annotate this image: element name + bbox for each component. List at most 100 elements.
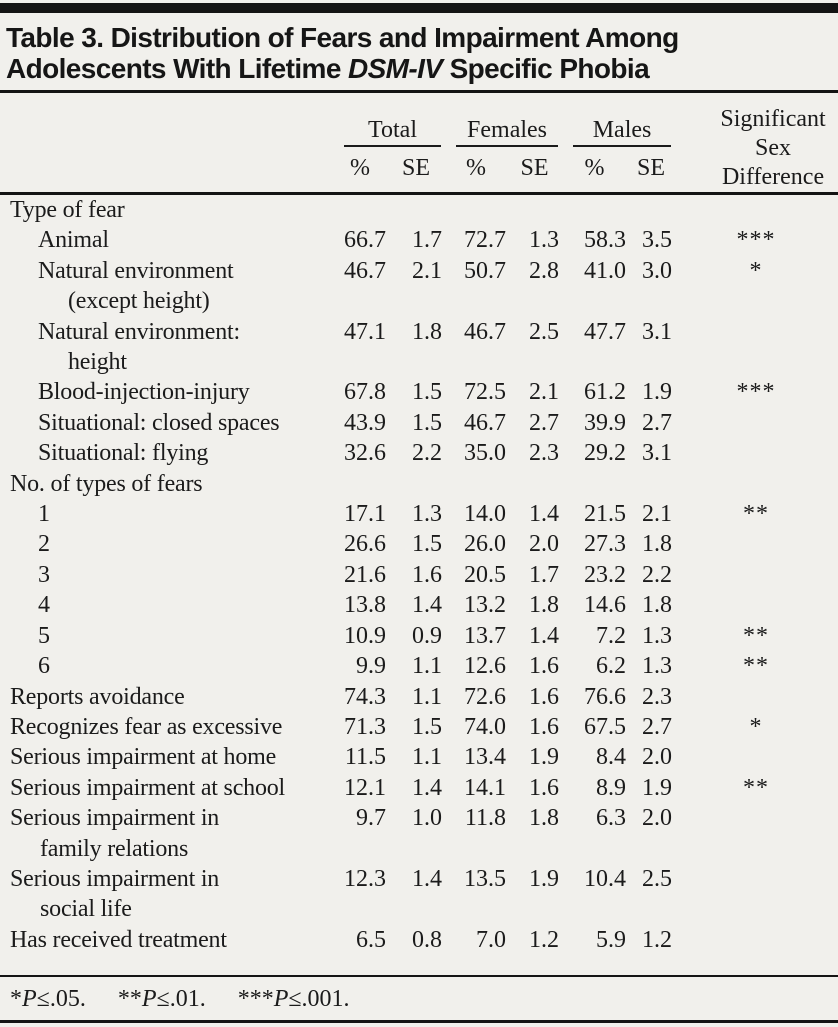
- cell-value: 43.9: [344, 409, 386, 436]
- cell-value: 13.2: [464, 592, 507, 619]
- cell-value: 1.8: [642, 592, 673, 619]
- cell-value: 35.0: [464, 440, 507, 467]
- cell-value: 1.3: [642, 653, 673, 680]
- row-label-line1: Has received treatment: [10, 926, 227, 953]
- row-label-line1: 6: [38, 653, 50, 680]
- cell-significance: ***: [736, 227, 776, 254]
- row-label: Serious impairment at school: [0, 773, 332, 803]
- cell-value: 2.7: [642, 713, 673, 740]
- cell-value: 1.6: [529, 653, 560, 680]
- cell-value: 2.2: [412, 440, 443, 467]
- cell-value: [561, 194, 628, 226]
- cell-significance: **: [743, 774, 770, 801]
- cell-value: [444, 194, 508, 226]
- subcol-se-females: SE: [508, 147, 562, 195]
- footnote-seg2-rest: ≤.01.: [156, 986, 206, 1013]
- cell-value: 74.0: [464, 713, 507, 740]
- table-row: Serious impairment at home 11.5 1.1 13.4 1.9…: [0, 742, 838, 772]
- row-label: Recognizes fear as excessive: [0, 712, 332, 742]
- cell-value: [444, 469, 508, 499]
- table-row: Blood-injection-injury 67.8 1.5 72.5 2.1 61.2…: [0, 377, 838, 407]
- cell-value: 1.4: [529, 501, 560, 528]
- cell-value: 26.6: [344, 531, 386, 558]
- cell-value: 1.8: [412, 318, 443, 345]
- table-footnote: *P≤.05. **P≤.01. ***P≤.001.: [0, 975, 838, 1024]
- cell-significance: [674, 317, 838, 378]
- cell-value: 1.2: [642, 926, 673, 953]
- row-label: Situational: flying: [0, 438, 332, 468]
- table-row: Natural environment: height 47.1 1.8 46.7 2.5…: [0, 317, 838, 378]
- cell-value: 21.5: [584, 501, 627, 528]
- table-row: Serious impairment at school 12.1 1.4 14.1 1…: [0, 773, 838, 803]
- col-group-males: Males: [561, 93, 674, 147]
- row-label: 3: [0, 560, 332, 590]
- table-title-line1: Table 3. Distribution of Fears and Impai…: [6, 22, 679, 53]
- row-label-line1: Serious impairment at school: [10, 774, 286, 801]
- cell-value: 13.5: [464, 865, 507, 892]
- cell-significance: [674, 438, 838, 468]
- footnote-seg1-p: P: [22, 986, 37, 1013]
- cell-value: 1.4: [412, 865, 443, 892]
- row-label: Serious impairment in social life: [0, 864, 332, 925]
- row-label-line1: Blood-injection-injury: [38, 379, 250, 406]
- table-row: 3 21.6 1.6 20.5 1.7 23.2 2.2: [0, 560, 838, 590]
- cell-value: 1.3: [642, 622, 673, 649]
- cell-value: [628, 194, 674, 226]
- cell-value: 2.1: [529, 379, 560, 406]
- col-header-significance: Significant Sex Difference: [674, 93, 838, 195]
- stats-table: Total Females Males Significant Sex Diff…: [0, 93, 838, 975]
- sig-header-line1: Significant: [720, 106, 826, 132]
- table-row: Serious impairment in social life 12.3 1.4 1…: [0, 864, 838, 925]
- cell-value: 23.2: [584, 561, 627, 588]
- cell-value: 6.2: [596, 653, 627, 680]
- header-empty-cell: [0, 147, 332, 195]
- row-label-line1: Situational: closed spaces: [38, 409, 280, 436]
- cell-value: 17.1: [344, 501, 386, 528]
- cell-value: 1.0: [412, 805, 443, 832]
- cell-value: 71.3: [344, 713, 386, 740]
- cell-value: 10.4: [584, 865, 627, 892]
- cell-value: 0.8: [412, 926, 443, 953]
- cell-value: 1.1: [412, 653, 443, 680]
- row-label-line1: Serious impairment in: [10, 805, 220, 832]
- cell-value: 74.3: [344, 683, 386, 710]
- row-label-line1: No. of types of fears: [10, 470, 203, 497]
- row-label: Has received treatment: [0, 925, 332, 975]
- cell-value: 1.8: [529, 805, 560, 832]
- cell-value: 12.1: [344, 774, 386, 801]
- row-label-line2: social life: [40, 896, 132, 923]
- footnote-seg2-p: P: [141, 986, 157, 1013]
- cell-value: 12.3: [344, 865, 386, 892]
- row-label: 5: [0, 621, 332, 651]
- cell-significance: **: [743, 622, 770, 649]
- table-row: Situational: flying 32.6 2.2 35.0 2.3 29.2 3.1: [0, 438, 838, 468]
- sig-header-line3: Difference: [721, 164, 825, 190]
- table-row: Situational: closed spaces 43.9 1.5 46.7 2.7…: [0, 408, 838, 438]
- table-row: Has received treatment 6.5 0.8 7.0 1.2 5.9 1.2: [0, 925, 838, 975]
- subcol-pct-females: %: [444, 147, 509, 195]
- cell-value: 14.1: [464, 774, 507, 801]
- row-label-line1: 2: [38, 531, 50, 558]
- cell-value: 1.7: [412, 227, 443, 254]
- footnote-seg1: *P≤.05.: [10, 986, 86, 1012]
- row-label: Type of fear: [0, 194, 332, 226]
- sig-header-line2: Sex: [755, 135, 792, 161]
- cell-value: 1.5: [412, 379, 443, 406]
- table-title-line2-italic: DSM-IV: [347, 53, 443, 84]
- cell-value: [508, 194, 561, 226]
- cell-value: 1.1: [412, 683, 443, 710]
- cell-value: 2.2: [642, 561, 673, 588]
- cell-value: [508, 469, 561, 499]
- cell-value: 27.3: [584, 531, 627, 558]
- top-rule: [0, 3, 838, 13]
- cell-value: 72.5: [464, 379, 507, 406]
- cell-value: 61.2: [584, 379, 627, 406]
- col-group-males-label: Males: [573, 117, 672, 147]
- subcol-pct-males: %: [561, 147, 629, 195]
- row-label-line1: Serious impairment at home: [10, 744, 277, 771]
- cell-value: 1.5: [412, 713, 443, 740]
- cell-value: 11.8: [464, 805, 507, 832]
- table-figure: Table 3. Distribution of Fears and Impai…: [0, 3, 838, 1024]
- cell-value: [332, 194, 388, 226]
- cell-value: 6.5: [356, 926, 386, 953]
